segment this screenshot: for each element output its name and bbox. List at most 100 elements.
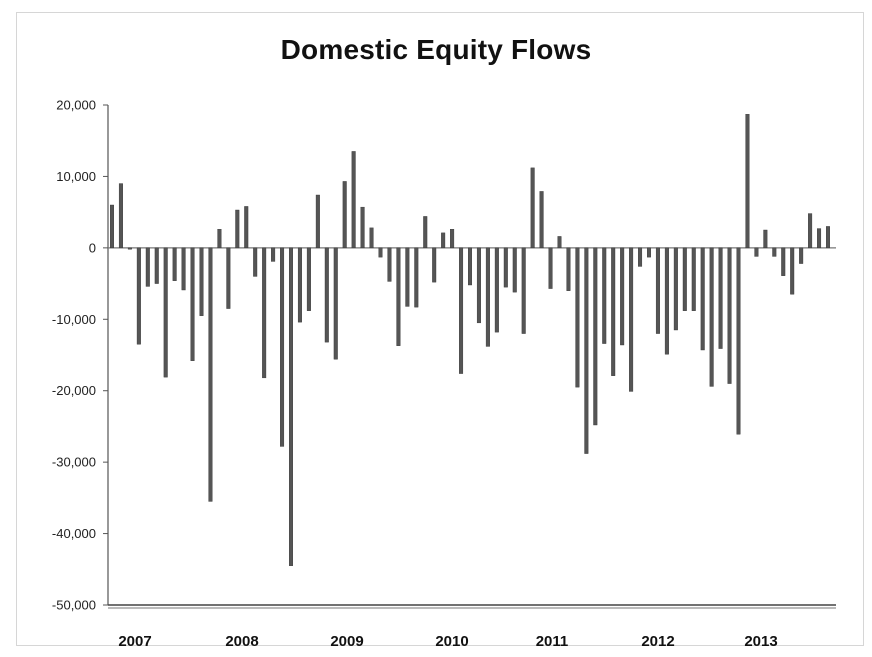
bar xyxy=(602,247,607,344)
bar xyxy=(638,247,643,267)
bar xyxy=(450,229,455,249)
bar xyxy=(727,247,732,384)
bar xyxy=(817,228,822,249)
y-tick-label: 10,000 xyxy=(56,169,96,184)
bar xyxy=(459,247,464,374)
bar xyxy=(333,247,338,360)
bar xyxy=(208,247,213,502)
bar xyxy=(485,247,490,347)
bar xyxy=(745,114,750,249)
bar xyxy=(271,247,276,262)
year-label: 2008 xyxy=(225,633,258,650)
bar xyxy=(414,247,419,308)
bar xyxy=(306,247,311,311)
bar xyxy=(244,206,249,249)
bar xyxy=(476,247,481,324)
bar xyxy=(172,247,177,281)
bar xyxy=(584,247,589,454)
bar xyxy=(297,247,302,323)
bar xyxy=(432,247,437,283)
bars xyxy=(109,114,831,566)
bar xyxy=(772,247,777,257)
bar xyxy=(190,247,195,361)
bar xyxy=(575,247,580,388)
year-label: 2007 xyxy=(118,633,151,650)
bar xyxy=(736,247,741,435)
bar xyxy=(154,247,159,284)
chart-frame xyxy=(16,12,864,646)
bar xyxy=(566,247,571,291)
bar xyxy=(280,247,285,447)
bar xyxy=(781,247,786,276)
bar xyxy=(441,232,446,249)
y-tick-label: -10,000 xyxy=(52,312,96,327)
bar xyxy=(620,247,625,346)
bar xyxy=(342,181,347,249)
bar xyxy=(181,247,186,291)
bar xyxy=(109,204,114,249)
bar xyxy=(647,247,652,258)
bar xyxy=(718,247,723,349)
bar xyxy=(826,226,831,249)
bar xyxy=(548,247,553,289)
bar xyxy=(396,247,401,346)
bar xyxy=(709,247,714,387)
year-label: 2010 xyxy=(435,633,468,650)
bar xyxy=(808,213,813,249)
bar xyxy=(655,247,660,334)
bar xyxy=(289,247,294,566)
bar xyxy=(494,247,499,333)
bar xyxy=(468,247,473,286)
bar xyxy=(503,247,508,288)
bar xyxy=(530,167,535,249)
bar xyxy=(217,229,222,249)
bar xyxy=(253,247,258,277)
bar xyxy=(593,247,598,426)
bar xyxy=(754,247,759,257)
bar xyxy=(673,247,678,331)
bar xyxy=(163,247,168,378)
bar xyxy=(512,247,517,293)
bar xyxy=(763,229,768,249)
bar xyxy=(423,216,428,249)
bar xyxy=(700,247,705,351)
bar xyxy=(315,194,320,249)
bar xyxy=(136,247,141,345)
bar xyxy=(199,247,204,316)
bar xyxy=(387,247,392,282)
bar xyxy=(682,247,687,311)
bar xyxy=(118,183,123,249)
year-label: 2009 xyxy=(330,633,363,650)
y-tick-label: -20,000 xyxy=(52,383,96,398)
bar xyxy=(629,247,634,392)
year-label: 2013 xyxy=(744,633,777,650)
bar xyxy=(790,247,795,295)
bar xyxy=(539,191,544,249)
bar xyxy=(262,247,267,379)
y-tick-label: -40,000 xyxy=(52,526,96,541)
bar xyxy=(799,247,804,264)
y-tick-label: 0 xyxy=(89,240,96,255)
bar xyxy=(235,209,240,249)
y-tick-label: 20,000 xyxy=(56,98,96,113)
bar xyxy=(691,247,696,311)
bar xyxy=(521,247,526,334)
bar xyxy=(145,247,150,287)
bar xyxy=(405,247,410,307)
year-label: 2012 xyxy=(641,633,674,650)
y-tick-label: -30,000 xyxy=(52,455,96,470)
y-tick-label: -50,000 xyxy=(52,598,96,613)
bar xyxy=(611,247,616,376)
y-tick-labels: 20,000 10,000 0 -10,000 -20,000 -30,000 -40,00… xyxy=(52,98,96,613)
year-labels: 2007 2008 2009 2010 2011 2012 2013 xyxy=(118,633,777,650)
chart-title: Domestic Equity Flows xyxy=(280,34,592,65)
axes xyxy=(103,104,836,609)
bar xyxy=(378,247,383,258)
year-label: 2011 xyxy=(536,633,569,650)
bar xyxy=(369,227,374,249)
bar xyxy=(226,247,231,309)
bar xyxy=(360,206,365,249)
bar xyxy=(127,247,132,250)
bar xyxy=(557,236,562,249)
